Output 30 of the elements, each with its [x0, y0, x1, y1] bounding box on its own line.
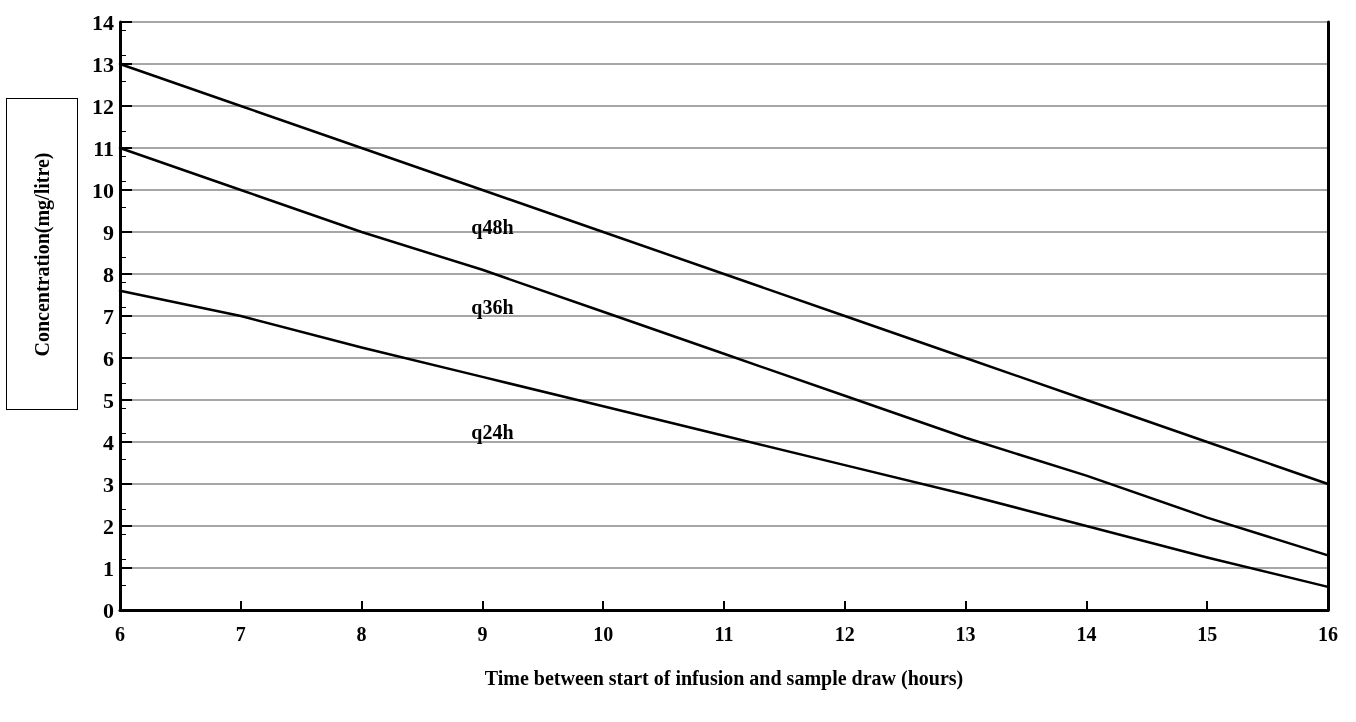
x-axis-title: Time between start of infusion and sample draw (hours) — [484, 667, 964, 690]
y-tick-label: 2 — [103, 513, 114, 539]
y-tick-label: 10 — [92, 177, 114, 203]
y-tick-label: 0 — [103, 597, 114, 623]
x-tick-label: 16 — [1318, 623, 1338, 645]
x-tick-label: 7 — [235, 623, 246, 645]
x-tick-label: 8 — [356, 623, 367, 645]
y-tick-label: 4 — [103, 429, 114, 455]
y-tick-label: 11 — [93, 135, 114, 161]
x-tick-label: 14 — [1076, 623, 1097, 645]
series-label: q48h — [471, 216, 514, 239]
y-axis-title: Concentration(mg/litre) — [30, 151, 54, 357]
y-tick-label: 5 — [103, 387, 114, 413]
y-tick-label: 8 — [103, 261, 114, 287]
y-tick-label: 13 — [92, 51, 114, 77]
y-tick-label: 6 — [103, 345, 114, 371]
y-tick-label: 1 — [103, 555, 114, 581]
y-tick-label: 9 — [103, 219, 114, 245]
x-tick-label: 9 — [477, 623, 488, 645]
x-tick-label: 11 — [714, 623, 734, 645]
series-label: q24h — [471, 420, 514, 444]
x-tick-label: 15 — [1197, 623, 1218, 645]
x-tick-label: 13 — [955, 623, 976, 645]
y-tick-label: 14 — [92, 9, 114, 35]
x-tick-label: 12 — [834, 623, 855, 645]
y-tick-label: 12 — [92, 93, 114, 119]
y-tick-label: 3 — [103, 471, 114, 497]
x-tick-label: 10 — [593, 623, 614, 645]
series-label: q36h — [471, 295, 514, 319]
y-tick-label: 7 — [103, 303, 114, 329]
